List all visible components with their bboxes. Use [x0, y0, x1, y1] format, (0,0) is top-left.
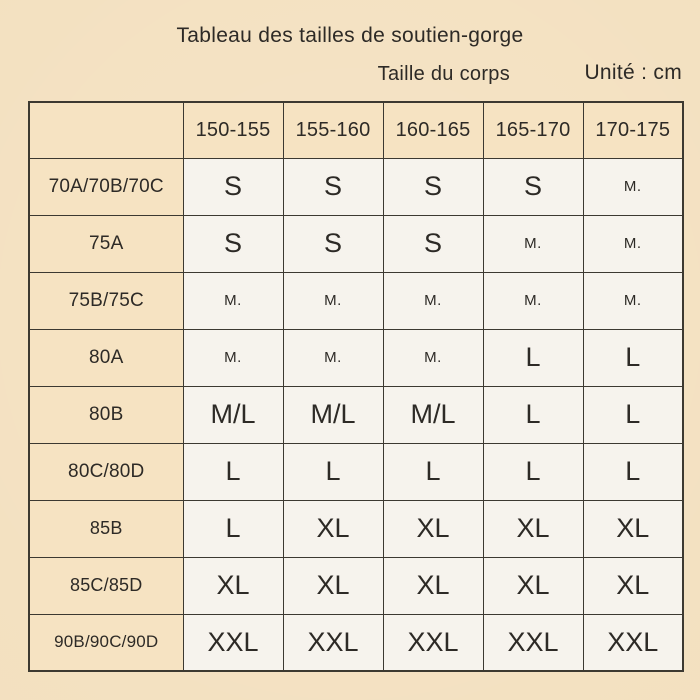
size-table-head: 150-155 155-160 160-165 165-170 170-175 [28, 101, 684, 159]
column-header: 170-175 [582, 101, 684, 159]
table-row: 80A M. M. M. L L [28, 328, 684, 387]
size-cell: S [282, 157, 384, 216]
body-size-note: Taille du corps [377, 63, 510, 85]
row-header: 85C/85D [28, 556, 184, 615]
size-cell: XL [482, 499, 584, 558]
row-header: 70A/70B/70C [28, 157, 184, 216]
size-cell: M. [382, 271, 484, 330]
row-header: 80B [28, 385, 184, 444]
row-header: 75B/75C [28, 271, 184, 330]
table-row: 70A/70B/70C S S S S M. [28, 157, 684, 216]
size-cell: M. [582, 214, 684, 273]
size-cell: L [582, 328, 684, 387]
size-cell: M. [582, 157, 684, 216]
column-header: 155-160 [282, 101, 384, 159]
table-row: 80B M/L M/L M/L L L [28, 385, 684, 444]
size-cell: S [382, 157, 484, 216]
size-cell: M. [282, 271, 384, 330]
size-cell: S [182, 214, 284, 273]
size-cell: M/L [282, 385, 384, 444]
size-cell: XXL [182, 613, 284, 672]
size-cell: L [582, 442, 684, 501]
size-cell: XL [582, 556, 684, 615]
size-cell: XL [582, 499, 684, 558]
size-cell: XL [282, 556, 384, 615]
size-cell: M. [482, 271, 584, 330]
size-cell: L [482, 385, 584, 444]
size-cell: XXL [482, 613, 584, 672]
table-row: 75B/75C M. M. M. M. M. [28, 271, 684, 330]
size-cell: M. [382, 328, 484, 387]
size-cell: L [182, 442, 284, 501]
size-cell: L [482, 442, 584, 501]
table-row: 85C/85D XL XL XL XL XL [28, 556, 684, 615]
size-cell: S [482, 157, 584, 216]
size-cell: S [282, 214, 384, 273]
size-cell: XXL [382, 613, 484, 672]
size-cell: M. [482, 214, 584, 273]
unit-note: Unité : cm [584, 61, 682, 84]
size-cell: M/L [382, 385, 484, 444]
size-cell: L [582, 385, 684, 444]
size-cell: S [182, 157, 284, 216]
size-cell: XXL [282, 613, 384, 672]
row-header: 80A [28, 328, 184, 387]
header-row: 150-155 155-160 160-165 165-170 170-175 [28, 101, 684, 159]
size-cell: XL [382, 499, 484, 558]
size-cell: L [282, 442, 384, 501]
table-row: 80C/80D L L L L L [28, 442, 684, 501]
size-cell: XL [182, 556, 284, 615]
row-header: 85B [28, 499, 184, 558]
size-cell: XL [382, 556, 484, 615]
size-cell: M. [182, 271, 284, 330]
size-cell: L [382, 442, 484, 501]
table-row: 75A S S S M. M. [28, 214, 684, 273]
column-header: 160-165 [382, 101, 484, 159]
size-cell: L [482, 328, 584, 387]
table-row: 85B L XL XL XL XL [28, 499, 684, 558]
size-cell: M. [182, 328, 284, 387]
row-header: 80C/80D [28, 442, 184, 501]
size-cell: S [382, 214, 484, 273]
page-title: Tableau des tailles de soutien-gorge [176, 24, 524, 47]
corner-cell [28, 101, 184, 159]
column-header: 150-155 [182, 101, 284, 159]
column-header: 165-170 [482, 101, 584, 159]
size-cell: M/L [182, 385, 284, 444]
row-header: 75A [28, 214, 184, 273]
size-cell: M. [582, 271, 684, 330]
size-table-body: 70A/70B/70C S S S S M. 75A S S S M. M. 75B/75C M. M. M.… [28, 157, 684, 672]
size-cell: M. [282, 328, 384, 387]
size-cell: XL [282, 499, 384, 558]
size-table: 150-155 155-160 160-165 165-170 170-175 70A/… [28, 101, 684, 672]
row-header: 90B/90C/90D [28, 613, 184, 672]
size-cell: XXL [582, 613, 684, 672]
table-row: 90B/90C/90D XXL XXL XXL XXL XXL [28, 613, 684, 672]
size-cell: L [182, 499, 284, 558]
size-cell: XL [482, 556, 584, 615]
